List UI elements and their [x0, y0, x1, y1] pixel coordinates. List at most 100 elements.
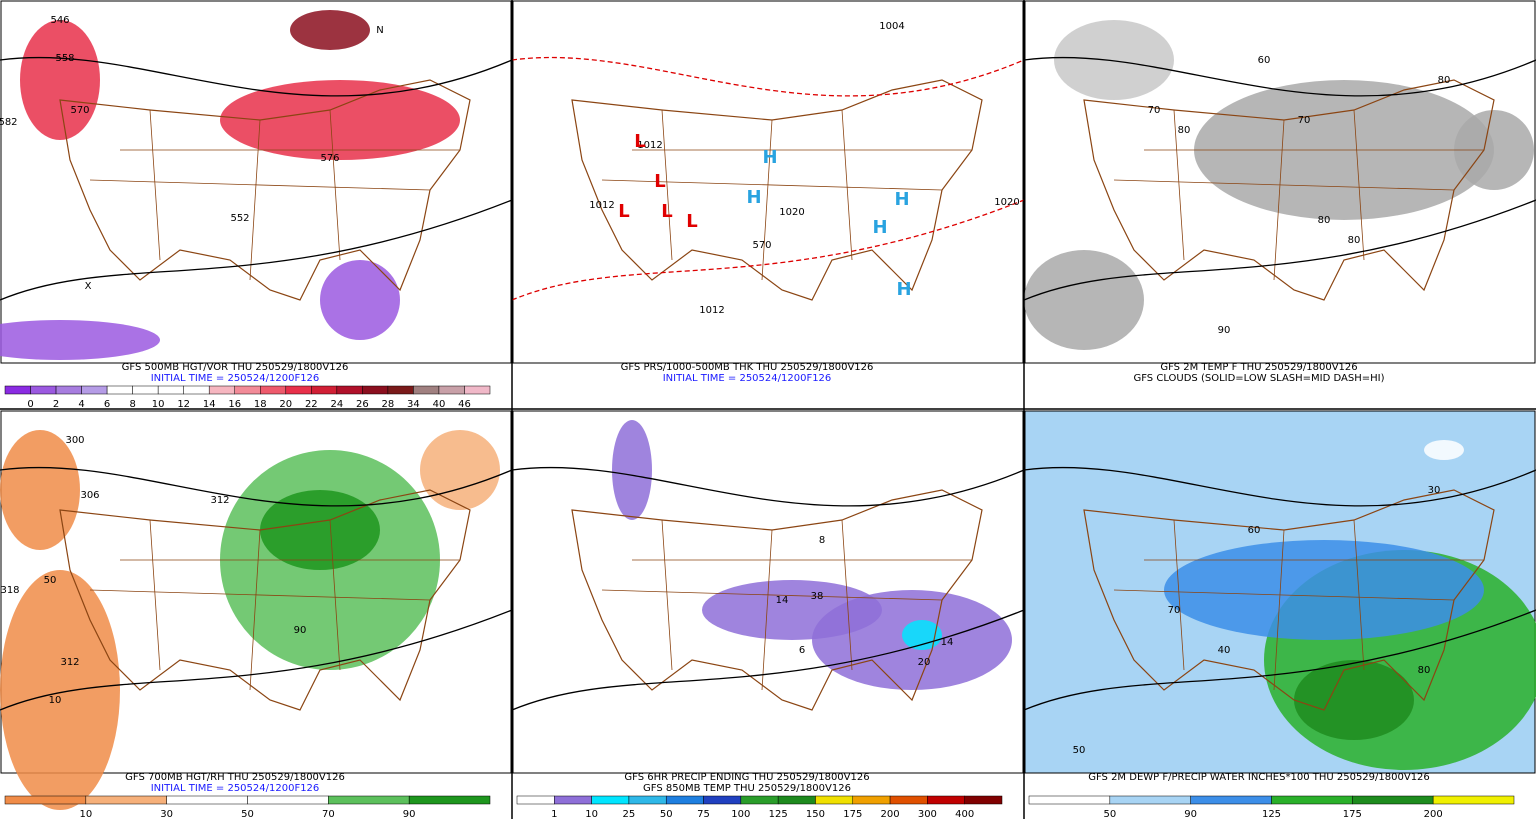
- map-label: 40: [1218, 645, 1231, 656]
- colorbar-label: 10: [585, 809, 598, 819]
- map-label: 38: [811, 591, 824, 602]
- colorbar-swatch: [516, 795, 555, 805]
- map-label: L: [661, 201, 672, 222]
- colorbar-swatch: [4, 385, 31, 395]
- map-label: 80: [1318, 215, 1331, 226]
- colorbar-label: 25: [623, 809, 636, 819]
- map-label: 30: [1428, 485, 1441, 496]
- field-shading: [220, 80, 460, 160]
- colorbar-label: 125: [769, 809, 788, 819]
- colorbar-swatch: [1271, 795, 1353, 805]
- colorbar-swatch: [703, 795, 742, 805]
- colorbar-label: 6: [104, 399, 110, 410]
- map-label: 1012: [589, 200, 614, 211]
- state-lines: [601, 519, 972, 691]
- map-label: 558: [55, 53, 74, 64]
- colorbar-label: 2: [53, 399, 59, 410]
- colorbar-swatch: [889, 795, 928, 805]
- colorbar-swatch: [852, 795, 891, 805]
- field-shading: [1164, 540, 1484, 640]
- country-borders: [1083, 79, 1495, 301]
- colorbar-label: 1: [551, 809, 557, 819]
- caption: GFS 2M DEWP F/PRECIP WATER INCHES*100 TH…: [1088, 772, 1430, 783]
- map-label: 1012: [699, 305, 724, 316]
- field-shading: [1054, 20, 1174, 100]
- colorbar-label: 12: [177, 399, 190, 410]
- state-lines: [601, 109, 972, 281]
- caption: INITIAL TIME = 250524/1200F126: [663, 373, 832, 384]
- map-label: L: [618, 201, 629, 222]
- colorbar-label: 125: [1262, 809, 1281, 819]
- colorbar-swatch: [106, 385, 133, 395]
- colorbar-label: 90: [1184, 809, 1197, 819]
- panel: 546 558 570 582 552 576 N X GFS 500MB HGT/VOR TH…: [0, 0, 513, 410]
- colorbar-swatch: [1109, 795, 1191, 805]
- colorbar-swatch: [247, 795, 329, 805]
- colorbar-swatch: [1432, 795, 1515, 805]
- colorbar-label: 22: [305, 399, 318, 410]
- panel: 38 20 14 6 8 14 GFS 6HR PRECIP ENDING THU 2505…: [511, 410, 1025, 820]
- state-lines: [1113, 109, 1484, 281]
- contour-line: [511, 56, 1025, 301]
- caption: GFS 2M TEMP F THU 250529/1800V126: [1160, 362, 1357, 373]
- caption: GFS 500MB HGT/VOR THU 250529/1800V126: [122, 362, 349, 373]
- field-shading: [0, 320, 160, 360]
- panel: 300 306 312 318 10 50 90 312 GFS 700MB HGT/RH TH…: [0, 410, 513, 820]
- caption: GFS 850MB TEMP THU 250529/1800V126: [643, 783, 851, 794]
- map-label: 80: [1348, 235, 1361, 246]
- caption: GFS 6HR PRECIP ENDING THU 250529/1800V12…: [624, 772, 869, 783]
- colorbar-swatch: [285, 385, 312, 395]
- contour-line: [0, 56, 513, 301]
- map-label: H: [746, 187, 761, 208]
- field-shading: [902, 620, 942, 650]
- map-label: 312: [210, 495, 229, 506]
- colorbar-label: 16: [228, 399, 241, 410]
- map-label: 300: [65, 435, 84, 446]
- colorbar-label: 8: [129, 399, 135, 410]
- state-lines: [89, 519, 460, 691]
- colorbar-label: 10: [152, 399, 165, 410]
- colorbar-label: 90: [403, 809, 416, 819]
- colorbar-label: 400: [955, 809, 974, 819]
- map-label: 70: [1148, 105, 1161, 116]
- map-label: 80: [1418, 665, 1431, 676]
- colorbar-swatch: [132, 385, 159, 395]
- map-label: 318: [0, 585, 19, 596]
- colorbar-swatch: [408, 795, 491, 805]
- field-shading: [612, 420, 652, 520]
- contour-line: [1023, 466, 1536, 711]
- map-label: 576: [320, 153, 339, 164]
- colorbar-swatch: [208, 385, 235, 395]
- map-label: 60: [1258, 55, 1271, 66]
- map-label: 50: [44, 575, 57, 586]
- colorbar-swatch: [55, 385, 82, 395]
- colorbar-swatch: [464, 385, 491, 395]
- map-label: L: [686, 211, 697, 232]
- colorbar-swatch: [1352, 795, 1434, 805]
- colorbar-label: 46: [458, 399, 471, 410]
- colorbar-label: 70: [322, 809, 335, 819]
- colorbar-label: 26: [356, 399, 369, 410]
- field-shading: [1454, 110, 1534, 190]
- country-borders: [1083, 489, 1495, 711]
- colorbar-swatch: [438, 385, 465, 395]
- map-label: 20: [918, 657, 931, 668]
- map-label: 1004: [879, 21, 904, 32]
- colorbar-swatch: [554, 795, 592, 805]
- map-label: L: [654, 171, 665, 192]
- map-label: 1012: [637, 140, 662, 151]
- field-shading: [260, 490, 380, 570]
- colorbar-swatch: [740, 795, 779, 805]
- contour-line: [0, 466, 513, 711]
- map-label: H: [872, 217, 887, 238]
- state-lines: [89, 109, 460, 281]
- map-label: 552: [230, 213, 249, 224]
- map-label: 90: [294, 625, 307, 636]
- country-borders: [571, 79, 983, 301]
- field-shading: [290, 10, 370, 50]
- panel: 50 40 60 70 80 30 GFS 2M DEWP F/PRECIP WATER I…: [1023, 410, 1536, 820]
- colorbar-label: 50: [241, 809, 254, 819]
- colorbar-swatch: [1190, 795, 1272, 805]
